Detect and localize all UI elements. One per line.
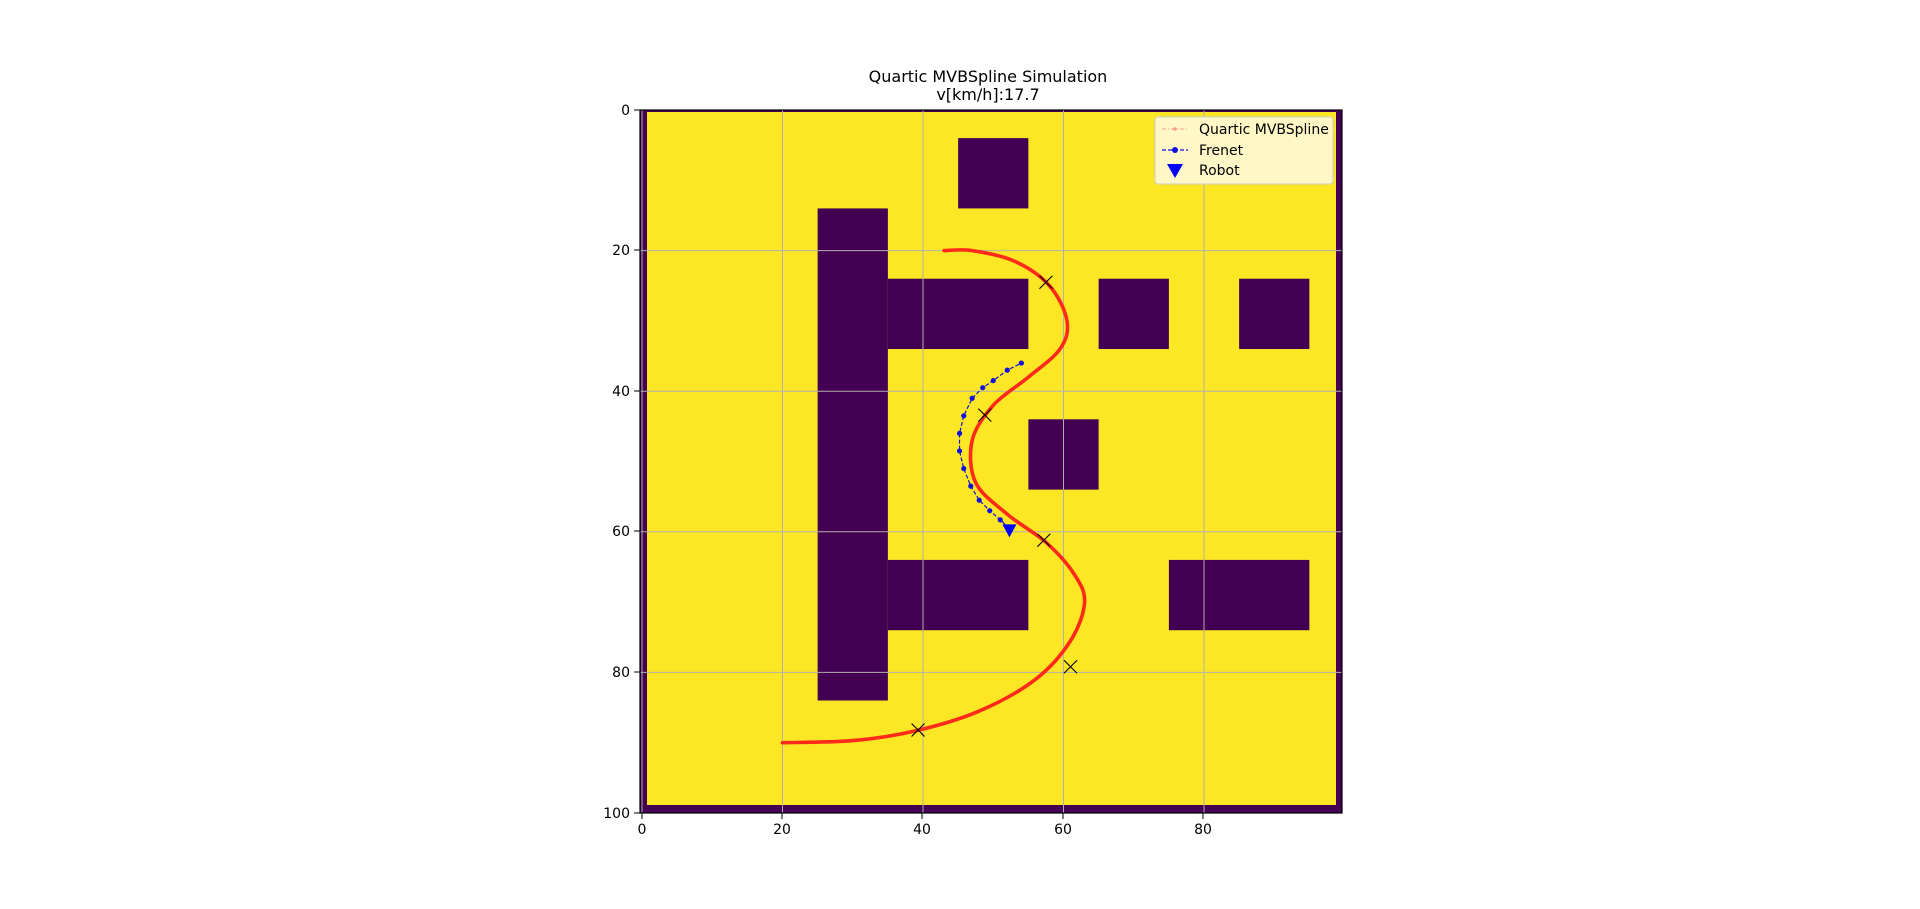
x-tick: 0 (638, 813, 647, 838)
obstacle-block (1168, 559, 1310, 631)
series-layer (780, 248, 1087, 745)
x-tick-label: 80 (1194, 822, 1212, 838)
obstacle-block (817, 208, 888, 701)
legend-entry-frenet: Frenet (1162, 143, 1244, 159)
obstacle-block (887, 278, 1029, 350)
waypoint-stroke (1039, 275, 1053, 290)
x-axis: 0 20 40 60 80 (638, 813, 1212, 838)
y-tick-label: 60 (612, 524, 630, 540)
legend-label-robot: Robot (1199, 163, 1240, 179)
frenet-point (956, 430, 963, 436)
waypoint-stroke (977, 408, 992, 422)
x-tick: 40 (913, 813, 931, 838)
robot-marker (1002, 524, 1017, 538)
robot-triangle-icon (1167, 164, 1183, 178)
waypoint-x-marker (1036, 533, 1051, 548)
y-tick-label: 20 (612, 243, 630, 259)
x-tick-label: 0 (638, 822, 647, 838)
x-tick: 60 (1054, 813, 1072, 838)
waypoint-stroke (911, 723, 925, 737)
chart-subtitle: v[km/h]:17.7 (936, 85, 1039, 104)
x-tick-label: 20 (773, 822, 791, 838)
frenet-point (1018, 360, 1024, 366)
y-tick: 20 (612, 243, 640, 259)
legend: Quartic MVBSpline Frenet Robot (1154, 116, 1334, 185)
y-tick: 40 (612, 384, 640, 400)
frenet-point (976, 497, 982, 503)
legend-label-spline: Quartic MVBSpline (1199, 122, 1329, 138)
map-free-space (647, 112, 1336, 805)
spline-path (780, 248, 1087, 745)
frenet-point (990, 378, 996, 384)
y-tick-label: 100 (603, 806, 630, 822)
y-tick-label: 80 (612, 665, 630, 681)
obstacle-block (1239, 278, 1310, 350)
axes-frame (639, 109, 1343, 814)
y-tick-label: 40 (612, 384, 630, 400)
y-tick: 100 (603, 806, 640, 822)
x-tick: 80 (1194, 813, 1212, 838)
frenet-point (997, 517, 1003, 523)
waypoint-stroke (1036, 533, 1051, 548)
waypoint-x-marker (1063, 659, 1078, 674)
frenet-point (987, 508, 993, 514)
legend-box (1154, 116, 1334, 185)
frenet-point (1004, 367, 1010, 373)
frenet-point (961, 413, 967, 419)
x-tick-label: 40 (913, 822, 931, 838)
legend-entry-robot: Robot (1167, 163, 1240, 179)
y-axis: 0 20 40 60 80 100 (603, 103, 640, 822)
x-tick-label: 60 (1054, 822, 1072, 838)
plot-area (639, 109, 1343, 814)
chart-title: Quartic MVBSpline Simulation (869, 67, 1108, 86)
legend-label-frenet: Frenet (1199, 143, 1244, 159)
frenet-point (980, 385, 986, 391)
waypoint-layer (911, 275, 1078, 737)
y-tick: 0 (621, 103, 640, 119)
legend-entry-spline: Quartic MVBSpline (1162, 122, 1329, 138)
waypoint-x-marker (1039, 275, 1053, 290)
waypoint-x-marker (911, 723, 925, 737)
y-tick: 80 (612, 665, 640, 681)
x-tick: 20 (773, 813, 791, 838)
frenet-point (968, 483, 974, 489)
obstacle-block (958, 138, 1029, 209)
y-tick-label: 0 (621, 103, 630, 119)
obstacle-block (887, 559, 1029, 631)
frenet-point (969, 395, 975, 401)
obstacles (817, 138, 1310, 701)
obstacle-block (1098, 278, 1169, 350)
y-tick: 60 (612, 524, 640, 540)
frenet-point (956, 448, 963, 454)
waypoint-x-marker (977, 408, 992, 422)
waypoint-stroke (1063, 659, 1078, 674)
frenet-point (961, 465, 967, 472)
